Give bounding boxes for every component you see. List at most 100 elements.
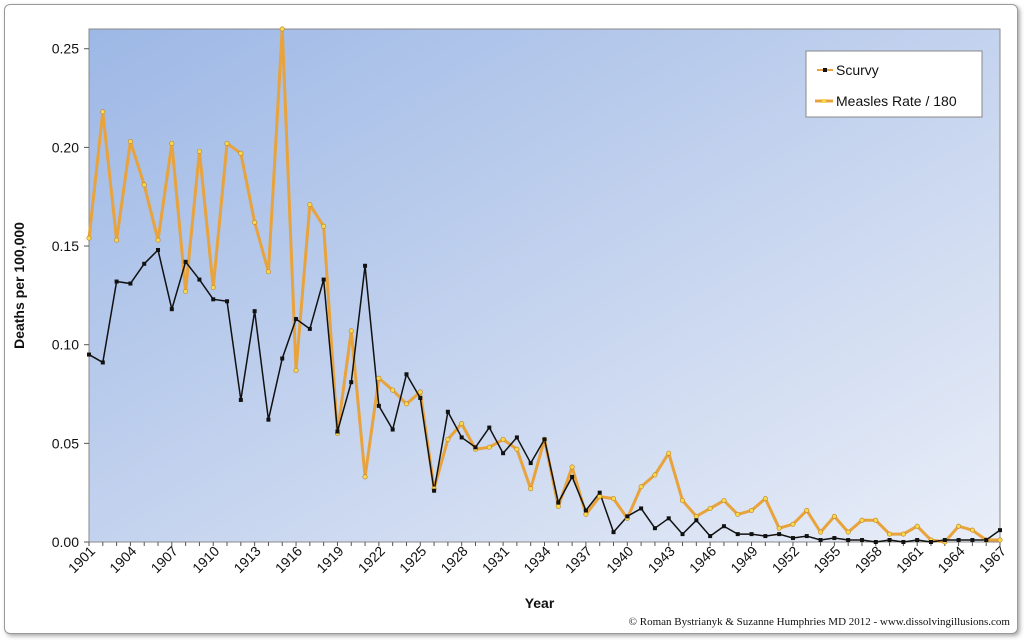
- point-scurvy: [680, 532, 685, 537]
- point-measles: [776, 525, 782, 531]
- point-scurvy: [721, 524, 726, 529]
- y-tick-label: 0.15: [52, 238, 79, 254]
- point-scurvy: [570, 474, 575, 479]
- point-scurvy: [652, 526, 657, 531]
- point-scurvy: [915, 538, 920, 543]
- y-tick-label: 0.10: [52, 337, 79, 353]
- point-scurvy: [128, 281, 133, 286]
- point-measles: [252, 219, 258, 225]
- point-measles: [169, 140, 175, 146]
- point-measles: [265, 269, 271, 275]
- point-measles: [307, 202, 313, 208]
- point-scurvy: [514, 435, 519, 440]
- point-scurvy: [280, 356, 285, 361]
- point-measles: [666, 450, 672, 456]
- legend: Scurvy Measles Rate / 180: [805, 50, 983, 118]
- point-measles: [390, 387, 396, 393]
- point-scurvy: [804, 534, 809, 539]
- point-measles: [914, 523, 920, 529]
- legend-marker-measles: [822, 99, 826, 103]
- point-scurvy: [321, 277, 326, 282]
- x-tick-label: 1961: [893, 543, 926, 576]
- y-tick-label: 0.20: [52, 139, 79, 155]
- point-measles: [569, 464, 575, 470]
- y-axis-title: Deaths per 100,000: [11, 222, 27, 349]
- x-tick-label: 1943: [645, 543, 678, 576]
- point-measles: [514, 446, 520, 452]
- legend-label-scurvy: Scurvy: [836, 62, 879, 78]
- point-measles: [873, 517, 879, 523]
- point-scurvy: [763, 534, 768, 539]
- point-scurvy: [528, 461, 533, 466]
- point-scurvy: [901, 540, 906, 544]
- point-scurvy: [749, 532, 754, 537]
- point-scurvy: [542, 437, 547, 442]
- point-scurvy: [597, 490, 602, 495]
- x-tick-label: 1955: [810, 543, 843, 576]
- point-measles: [887, 531, 893, 537]
- point-scurvy: [376, 403, 381, 408]
- point-scurvy: [418, 395, 423, 400]
- point-measles: [790, 521, 796, 527]
- point-scurvy: [942, 538, 947, 543]
- point-scurvy: [790, 536, 795, 541]
- x-tick-label: 1937: [562, 543, 595, 576]
- point-scurvy: [818, 538, 823, 543]
- point-measles: [114, 237, 120, 243]
- point-measles: [500, 436, 506, 442]
- point-scurvy: [666, 516, 671, 521]
- point-scurvy: [363, 263, 368, 268]
- x-tick-label: 1913: [230, 543, 263, 576]
- point-scurvy: [611, 530, 616, 535]
- point-measles: [86, 235, 92, 241]
- y-tick-label: 0.25: [52, 41, 79, 57]
- copyright-credit: © Roman Bystrianyk & Suzanne Humphries M…: [629, 616, 1011, 628]
- x-tick-label: 1940: [603, 543, 636, 576]
- x-tick-label: 1964: [934, 543, 967, 576]
- point-scurvy: [445, 409, 450, 414]
- point-scurvy: [252, 309, 257, 314]
- point-measles: [749, 507, 755, 513]
- point-measles: [127, 138, 133, 144]
- point-scurvy: [183, 259, 188, 264]
- x-tick-label: 1910: [189, 543, 222, 576]
- point-measles: [900, 531, 906, 537]
- y-tick-label: 0.05: [52, 435, 79, 451]
- x-tick-label: 1904: [106, 543, 139, 576]
- point-scurvy: [487, 425, 492, 430]
- point-scurvy: [349, 380, 354, 385]
- legend-marker-scurvy: [823, 68, 827, 72]
- x-tick-label: 1922: [355, 543, 388, 576]
- point-scurvy: [459, 435, 464, 440]
- point-scurvy: [625, 514, 630, 519]
- point-measles: [721, 498, 727, 504]
- point-measles: [459, 421, 465, 427]
- point-measles: [348, 328, 354, 334]
- x-tick-label: 1949: [727, 543, 760, 576]
- x-axis-ticks: 1901 1904 1907 1910 1913 1916 1919 1922 1925 1928…: [65, 542, 1009, 576]
- point-measles: [100, 109, 106, 115]
- point-measles: [141, 182, 147, 188]
- point-measles: [183, 288, 189, 294]
- x-tick-label: 1958: [852, 543, 885, 576]
- point-measles: [362, 474, 368, 480]
- series-layer: [86, 26, 1003, 545]
- point-measles: [583, 511, 589, 517]
- point-measles: [652, 472, 658, 478]
- point-scurvy: [225, 299, 230, 304]
- x-tick-label: 1916: [272, 543, 305, 576]
- point-measles: [445, 436, 451, 442]
- point-scurvy: [846, 538, 851, 543]
- point-measles: [859, 517, 865, 523]
- x-tick-label: 1946: [686, 543, 719, 576]
- point-measles: [818, 529, 824, 535]
- point-measles: [804, 507, 810, 513]
- point-measles: [555, 503, 561, 509]
- point-measles: [956, 523, 962, 529]
- point-measles: [224, 140, 230, 146]
- point-measles: [238, 150, 244, 156]
- x-tick-label: 1967: [976, 543, 1009, 576]
- x-tick-label: 1907: [148, 543, 181, 576]
- point-scurvy: [211, 297, 216, 302]
